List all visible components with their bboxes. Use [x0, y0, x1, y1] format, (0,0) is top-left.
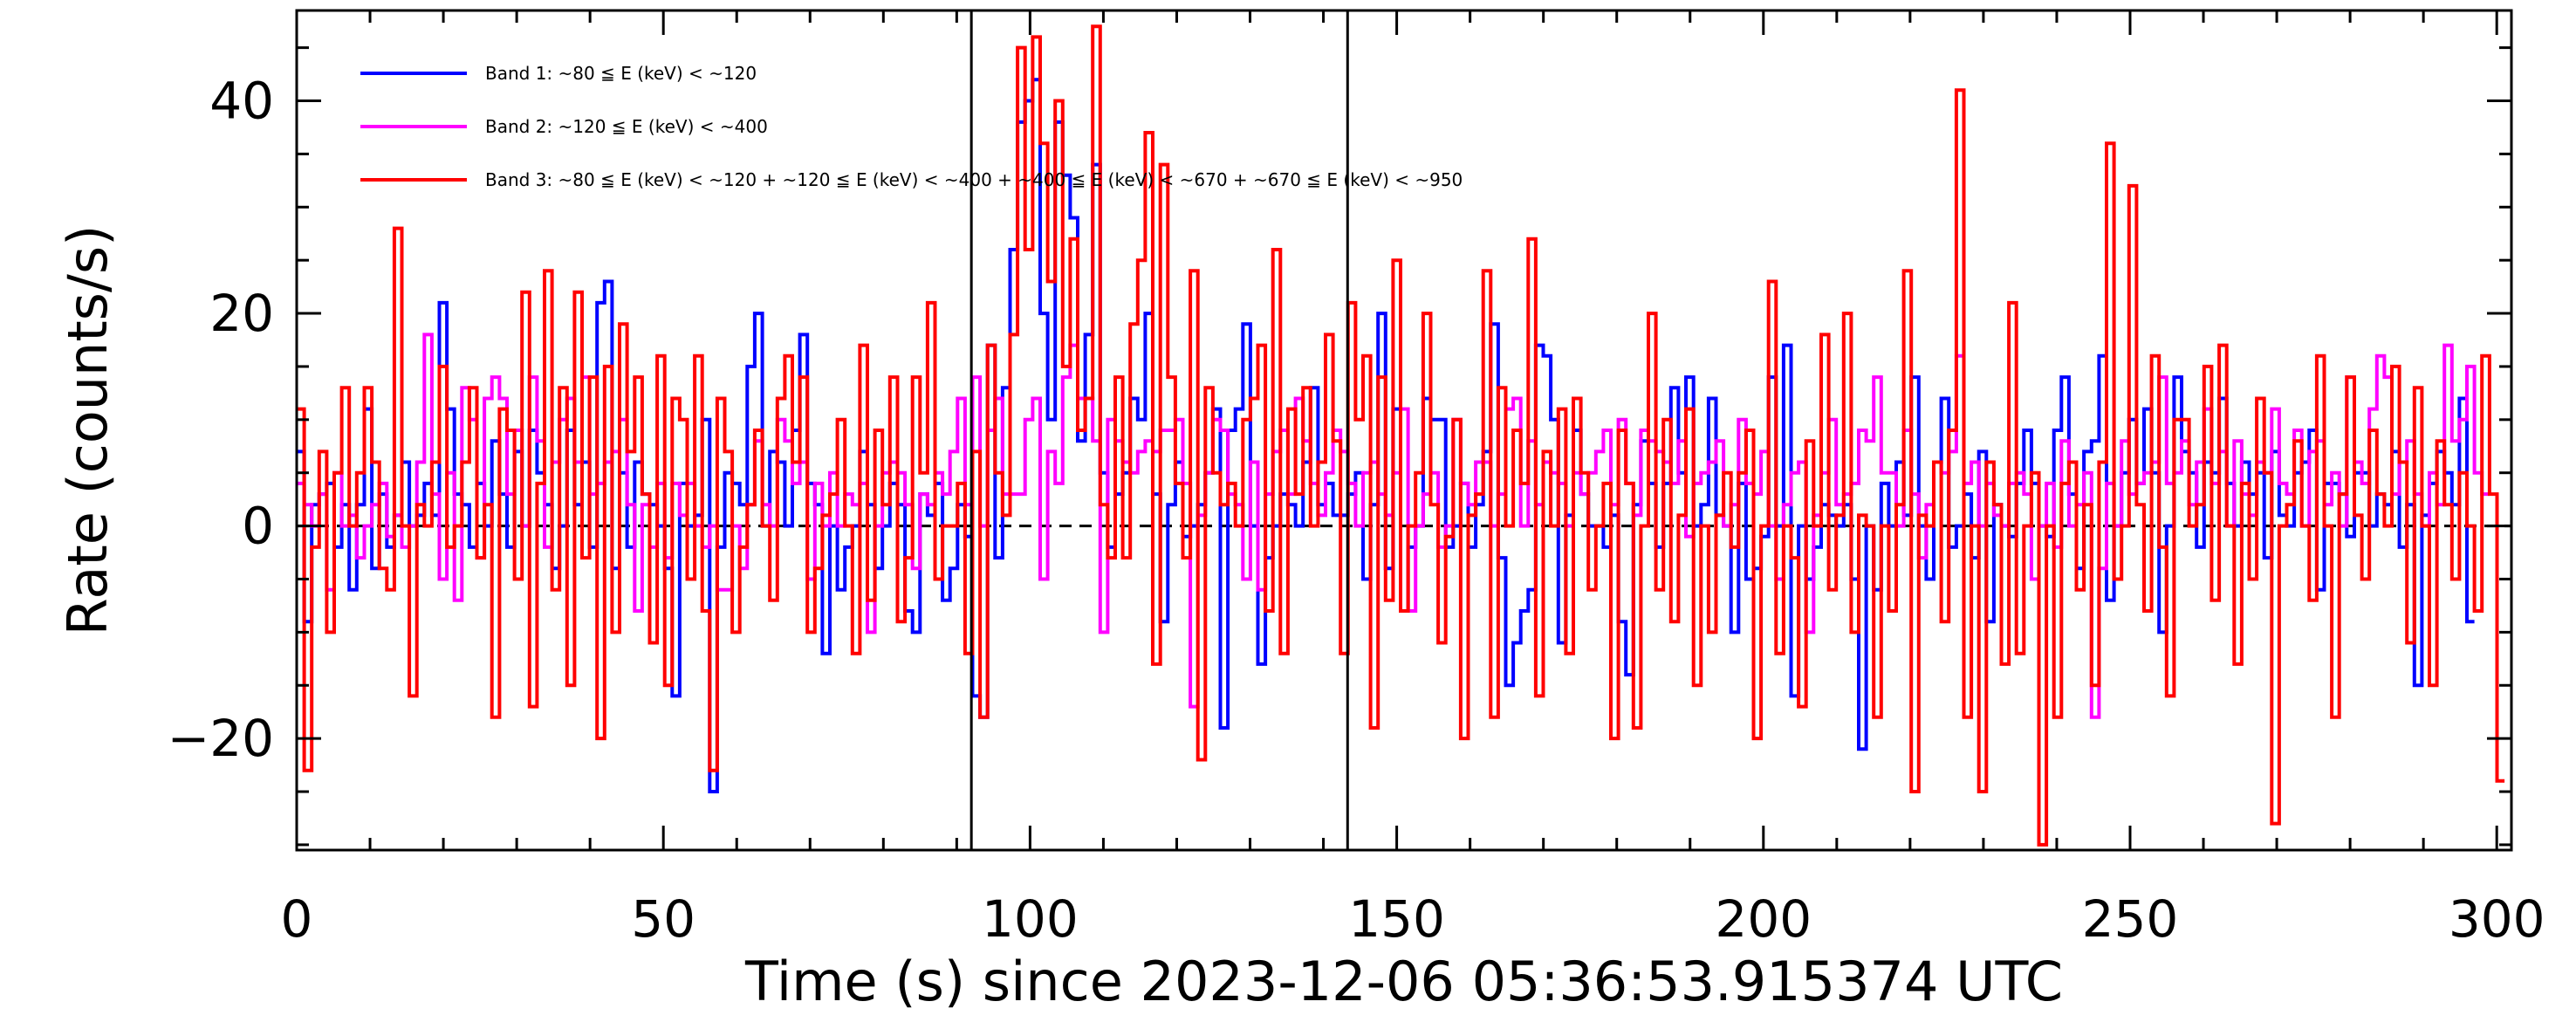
x-tick-label: 0 — [281, 889, 313, 949]
x-tick-label: 150 — [1348, 889, 1445, 949]
legend: Band 1: ~80 ≦ E (keV) < ~120 Band 2: ~120… — [360, 63, 1463, 190]
legend-label-1: Band 1: ~80 ≦ E (keV) < ~120 — [485, 63, 757, 84]
legend-label-3: Band 3: ~80 ≦ E (keV) < ~120 + ~120 ≦ E … — [485, 169, 1463, 190]
x-axis-label: Time (s) since 2023-12-06 05:36:53.91537… — [744, 950, 2063, 1013]
y-tick-label: −20 — [168, 709, 274, 768]
tick-layer: 0 50 100 150 200 250 300 −20 0 20 40 — [168, 10, 2545, 949]
series-layer — [297, 24, 2511, 847]
x-tick-label: 200 — [1715, 889, 1812, 949]
x-tick-label: 50 — [631, 889, 695, 949]
y-tick-label: 40 — [209, 72, 274, 131]
plot-frame — [295, 9, 2513, 852]
x-tick-label: 100 — [982, 889, 1079, 949]
legend-label-2: Band 2: ~120 ≦ E (keV) < ~400 — [485, 116, 768, 137]
x-tick-label: 300 — [2449, 889, 2545, 949]
y-tick-label: 20 — [209, 284, 274, 343]
y-axis-label: Rate (counts/s) — [56, 225, 120, 636]
marker-layer — [969, 10, 1349, 850]
x-tick-label: 250 — [2082, 889, 2179, 949]
series-3-line — [297, 24, 2505, 847]
y-tick-label: 0 — [242, 497, 274, 556]
